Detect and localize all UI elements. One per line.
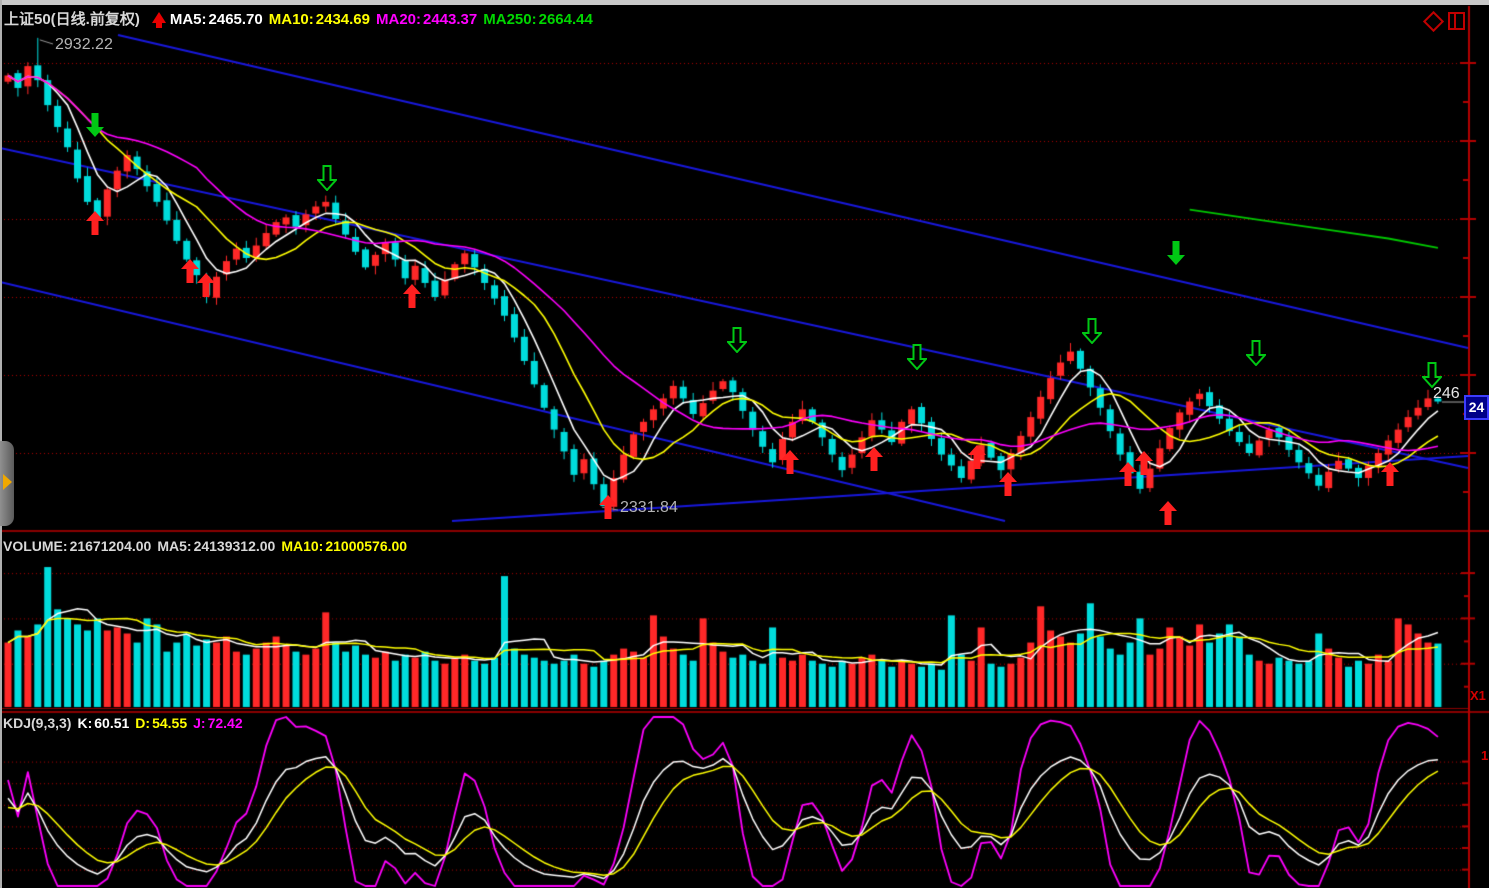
j-value: 72.42 [207,715,243,731]
sell-signal-hollow-icon [1082,318,1102,344]
j-label: J: [193,715,206,731]
volume-value: 21671204.00 [69,538,152,554]
ma5-value: 2465.70 [208,11,263,28]
ma5-label: MA5: [169,11,207,28]
k-label: K: [77,715,93,731]
sell-signal-icon [1166,240,1186,266]
buy-signal-icon [780,449,800,475]
kdj-axis-label: 1 [1481,748,1489,763]
buy-signal-icon [598,494,618,520]
ma20-label: MA20: [376,11,422,28]
trough-price-label: 2331.84 [620,499,678,516]
split-window-icon[interactable] [1448,12,1465,30]
vol-ma5-value: 24139312.00 [193,538,276,554]
buy-signal-icon [864,446,884,472]
sell-signal-hollow-icon [907,344,927,370]
vol-ma10-value: 21000576.00 [325,538,408,554]
peak-price-label: 2932.22 [55,36,113,53]
volume-pane-header: VOLUME: 21671204.00 MA5: 24139312.00 MA10: 21… [3,538,413,554]
sell-signal-hollow-icon [1246,340,1266,366]
buy-signal-icon [1380,461,1400,487]
sell-signal-icon [85,112,105,138]
ma10-label: MA10: [268,11,314,28]
vol-ma10-label: MA10: [281,538,324,554]
buy-signal-icon [85,210,105,236]
buy-signal-icon [180,258,200,284]
sidebar-expand-handle[interactable] [0,441,14,526]
buy-signal-icon [967,444,987,470]
last-price-label: 246 [1433,385,1460,402]
ma250-label: MA250: [483,11,537,28]
d-label: D: [135,715,151,731]
sell-signal-hollow-icon [727,327,747,353]
volume-label: VOLUME: [3,538,68,554]
vol-ma5-label: MA5: [157,538,192,554]
k-value: 60.51 [94,715,130,731]
expand-arrow-icon [3,474,12,490]
axis-price-box: 24 [1464,395,1489,420]
up-arrow-icon [151,12,166,28]
ma10-value: 2434.69 [315,11,370,28]
window-frame-top [0,0,1489,5]
sell-signal-hollow-icon [1422,362,1442,388]
kdj-pane-header: KDJ(9,3,3) K: 60.51 D: 54.55 J: 72.42 [3,715,249,731]
buy-signal-icon [1118,461,1138,487]
buy-signal-icon [402,283,422,309]
ma20-value: 2443.37 [423,11,478,28]
instrument-title: 上证50(日线.前复权) [4,11,140,28]
d-value: 54.55 [152,715,188,731]
buy-signal-icon [998,471,1018,497]
buy-signal-icon [196,272,216,298]
buy-signal-icon [1158,500,1178,526]
ma250-value: 2664.44 [538,11,593,28]
volume-axis-label: X1 [1470,688,1486,703]
sell-signal-hollow-icon [317,165,337,191]
price-pane-header: 上证50(日线.前复权) MA5: 2465.70 MA10: 2434.69 MA20:… [4,8,599,29]
kdj-title: KDJ(9,3,3) [3,715,72,731]
buy-signal-icon [1134,450,1154,476]
